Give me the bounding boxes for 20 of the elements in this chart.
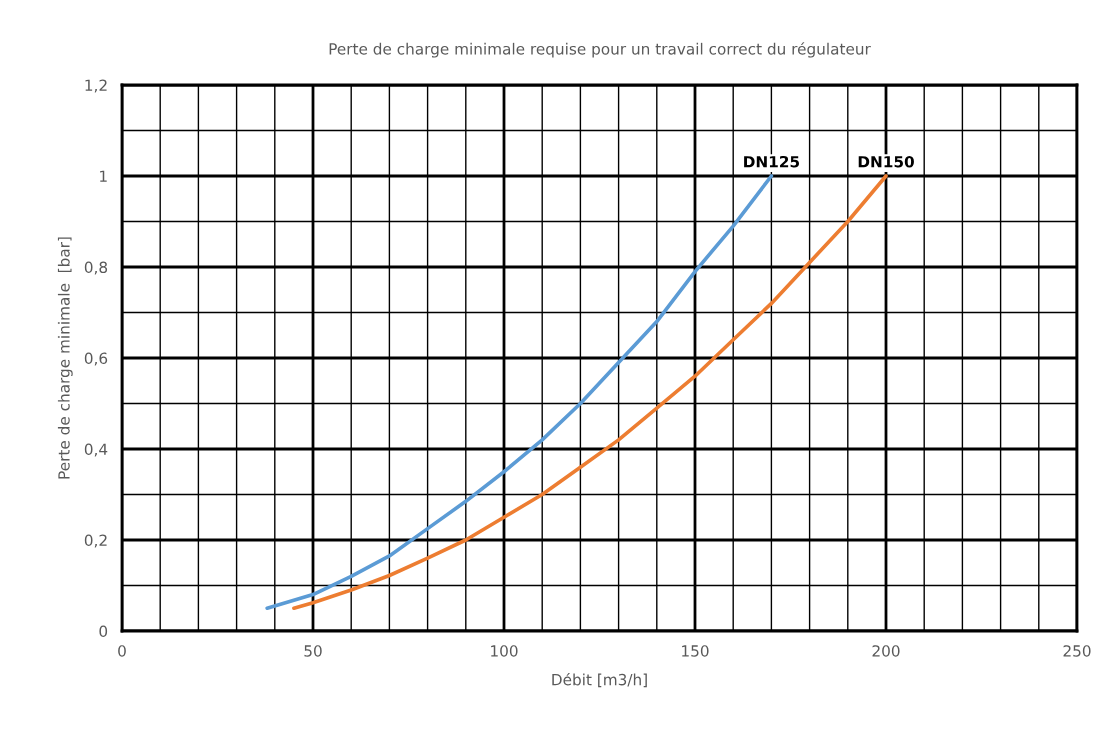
x-tick-label: 0 <box>118 645 126 657</box>
y-tick-label: 0,4 <box>84 443 108 457</box>
y-tick-label: 1,2 <box>85 79 107 93</box>
y-axis-title: Perte de charge minimale [bar] <box>57 237 73 479</box>
line-series <box>292 174 888 611</box>
line-series <box>265 174 774 611</box>
y-tick-label: 0,2 <box>84 534 107 548</box>
y-tick-label: 0 <box>99 625 108 638</box>
y-tick-label: 0,8 <box>84 261 108 275</box>
y-tick-label: 0,6 <box>84 352 108 366</box>
x-tick-label: 50 <box>304 645 322 657</box>
x-tick-label: 150 <box>682 645 709 657</box>
y-tick-label: 1 <box>100 170 107 182</box>
series-label: DN150 <box>858 155 914 168</box>
x-tick-label: 200 <box>872 645 900 657</box>
chart-title: Perte de charge minimale requise pour un travail correct du régulateur <box>329 42 871 58</box>
x-tick-label: 100 <box>491 645 518 657</box>
x-tick-label: 250 <box>1063 645 1091 657</box>
x-axis-title: Débit [m3/h] <box>552 672 647 688</box>
series-label: DN125 <box>744 155 800 168</box>
